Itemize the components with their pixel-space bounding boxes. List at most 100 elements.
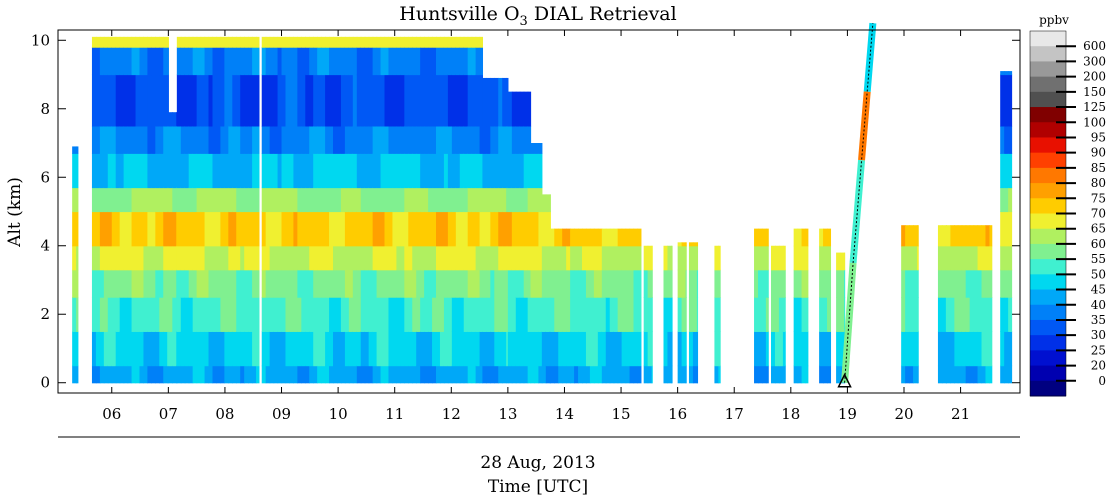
data-cell [420, 211, 425, 247]
data-cell [507, 297, 513, 332]
data-cell [681, 245, 687, 271]
data-cell [969, 269, 975, 298]
data-cell [981, 269, 987, 298]
x-tick-label: 17 [725, 405, 744, 423]
data-cell [692, 297, 698, 332]
data-cell [439, 269, 445, 298]
data-cell [188, 125, 194, 154]
data-cell [336, 269, 342, 298]
data-cell [261, 269, 267, 298]
data-cell [143, 331, 149, 367]
data-cell [605, 297, 611, 332]
data-cell [428, 36, 433, 48]
data-cell [388, 331, 394, 367]
plot-frame [57, 29, 1021, 394]
data-cell [946, 269, 951, 298]
data-cell [344, 331, 350, 367]
data-cell [192, 211, 198, 247]
data-cell [771, 269, 776, 298]
data-cell [364, 153, 370, 189]
data-cell [400, 47, 405, 76]
data-cell [135, 187, 141, 213]
data-cell [192, 331, 198, 367]
data-cell [297, 153, 302, 189]
data-cell [506, 269, 509, 298]
data-cell [482, 245, 487, 271]
data-cell [348, 269, 354, 298]
data-cell [793, 331, 799, 367]
data-cell [455, 211, 461, 247]
data-cell [176, 211, 182, 247]
data-cell [107, 125, 113, 154]
data-cell [400, 36, 405, 48]
data-cell [677, 269, 683, 298]
data-cell [714, 297, 719, 332]
data-cell [348, 187, 354, 213]
data-cell [91, 211, 97, 247]
data-cell [663, 331, 669, 367]
data-cell [388, 297, 394, 332]
data-cell [143, 245, 149, 271]
data-cell [714, 269, 719, 298]
data-cell [562, 365, 567, 384]
data-cell [244, 365, 249, 384]
data-cell [436, 245, 441, 271]
data-cell [352, 245, 358, 271]
data-cell [72, 297, 77, 332]
data-cell [208, 125, 214, 154]
data-cell [530, 211, 536, 247]
data-cell [224, 365, 229, 384]
data-cell [325, 245, 330, 271]
data-cell [228, 297, 233, 332]
data-cell [344, 36, 350, 48]
data-cell [479, 125, 484, 154]
colorbar-band [1030, 91, 1066, 108]
data-cell [220, 125, 225, 154]
data-cell [72, 245, 77, 271]
data-cell [490, 365, 495, 384]
data-cell [633, 297, 639, 332]
data-cell [541, 194, 547, 213]
data-cell [151, 36, 156, 48]
data-cell [196, 47, 202, 76]
data-cell [681, 269, 687, 298]
data-cell [392, 297, 397, 332]
data-cell [147, 36, 152, 48]
data-cell [232, 297, 237, 332]
data-cell [336, 153, 342, 189]
data-cell [797, 269, 803, 298]
data-cell [498, 211, 503, 247]
data-cell [677, 331, 683, 367]
data-cell [961, 297, 967, 332]
data-cell [313, 47, 318, 76]
data-cell [412, 211, 417, 247]
data-cell [380, 365, 386, 384]
data-cell [200, 297, 206, 332]
data-cell [321, 365, 326, 384]
data-cell [663, 365, 669, 384]
data-cell [977, 269, 983, 298]
data-cell [443, 74, 449, 127]
data-cell [196, 331, 202, 367]
data-cell [180, 187, 186, 213]
data-cell [163, 125, 168, 154]
data-cell [301, 74, 306, 127]
data-cell [344, 74, 350, 127]
data-cell [605, 331, 611, 367]
data-cell [840, 297, 845, 332]
data-cell [72, 365, 77, 384]
data-segment [714, 245, 721, 384]
x-tick-label: 18 [781, 405, 800, 423]
data-cell [143, 36, 149, 48]
data-cell [455, 47, 461, 76]
data-cell [502, 331, 507, 367]
data-cell [115, 36, 121, 48]
data-cell [574, 365, 579, 384]
data-cell [507, 269, 513, 298]
data-cell [416, 297, 421, 332]
data-cell [439, 211, 445, 247]
data-cell [1004, 245, 1009, 271]
colorbar-tick-label: 600 [1083, 39, 1106, 53]
data-cell [530, 365, 536, 384]
